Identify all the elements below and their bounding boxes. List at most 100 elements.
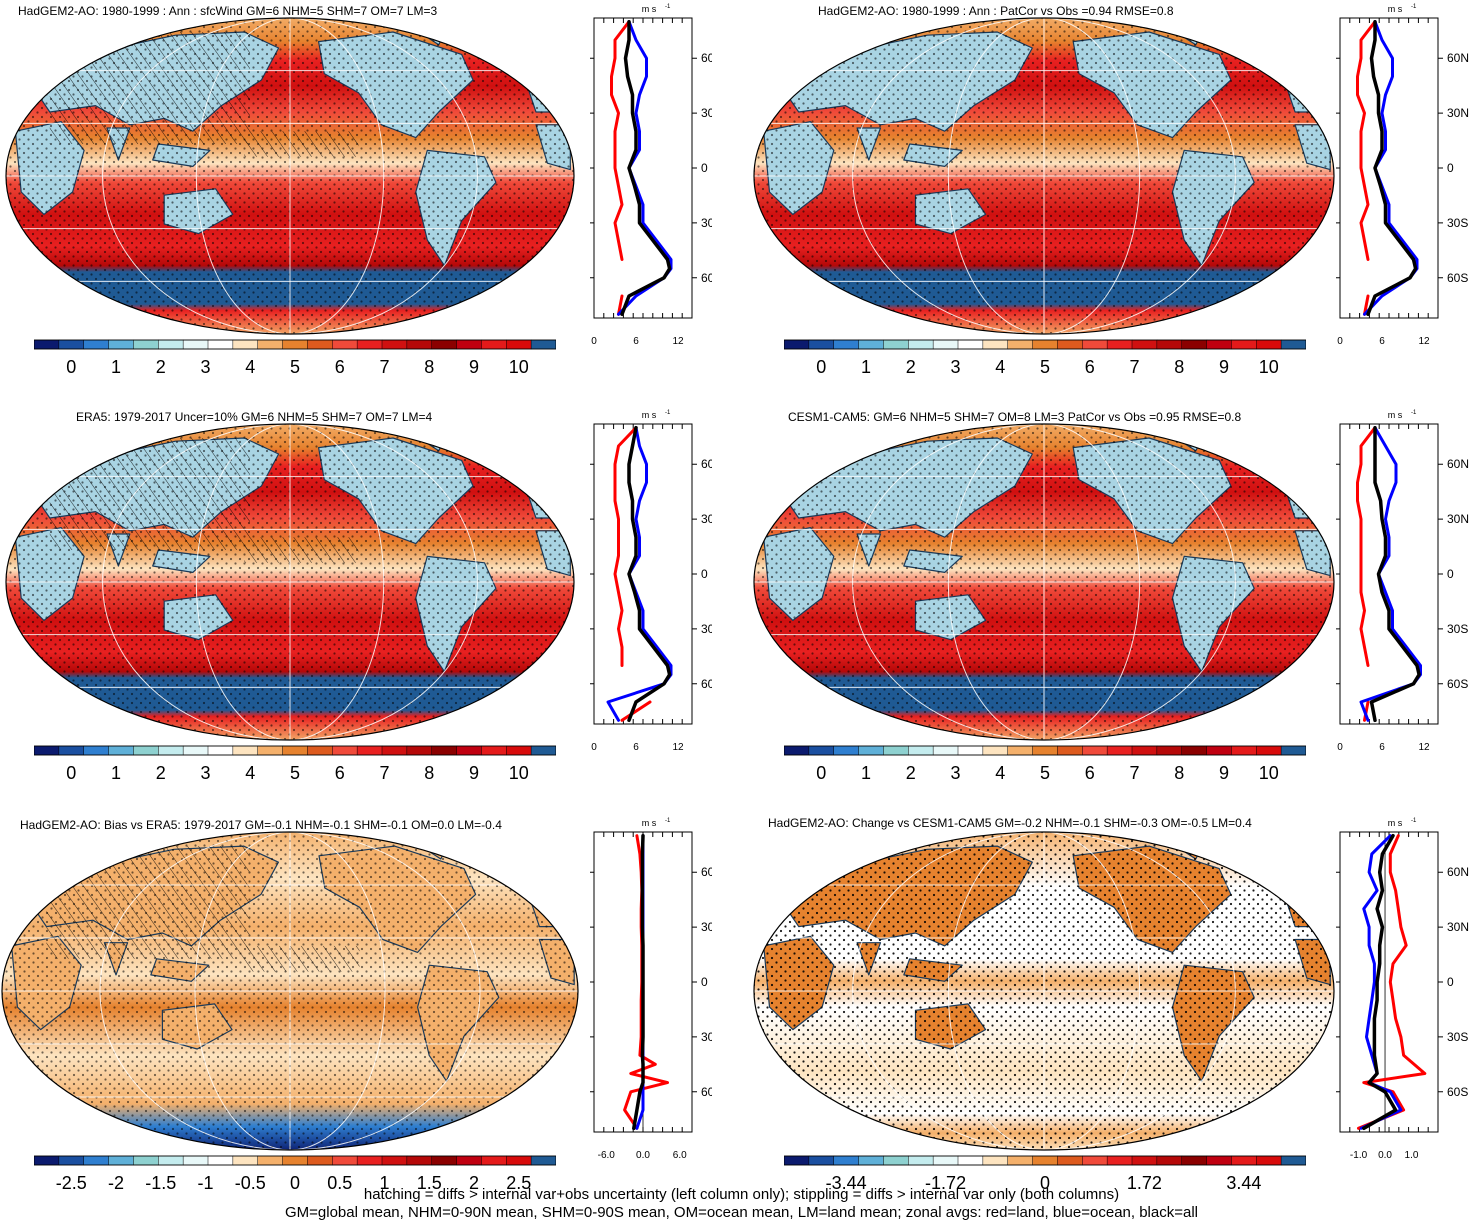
zonal-units-label: m s [642,4,657,14]
colorbar-swatch [1280,1155,1306,1166]
colorbar-swatch [282,339,309,350]
zonal-x-tick-label: 0.0 [636,1150,650,1161]
colorbar-swatch [257,339,284,350]
colorbar-swatch [1256,745,1282,756]
colorbar-swatch [908,745,934,756]
colorbar-swatch [34,745,60,756]
colorbar-swatch [332,745,358,756]
colorbar-tick-label: 5 [1040,357,1050,377]
colorbar-swatch [182,745,209,756]
colorbar-swatch [83,339,110,350]
longitude-line [289,423,385,741]
zonal-x-tick-label: 6 [1379,336,1385,347]
colorbar-swatch [1156,745,1183,756]
colorbar-swatch [808,1155,835,1166]
colorbar-frame [34,745,556,756]
zonal-y-tick-label: 30S [1447,216,1468,230]
longitude-line [102,423,291,741]
zonal-y-tick-label: 30S [701,622,712,636]
colorbar-swatch [406,339,433,350]
zonal-line-land [1356,20,1377,316]
longitude-line [947,17,1045,335]
world-map [753,423,1335,741]
colorbar-tick-label: 1 [861,763,871,783]
zonal-units-superscript: -1 [1411,410,1417,416]
colorbar-frame [34,1155,556,1166]
colorbar-swatch [1206,1155,1233,1166]
colorbar-swatch [808,745,835,756]
colorbar-swatch [307,745,334,756]
zonal-line-all [1362,833,1398,1131]
colorbar-swatch [282,745,309,756]
zonal-y-tick-label: 30N [1447,920,1469,934]
colorbar-swatch [108,339,135,350]
colorbar-swatch [481,745,508,756]
colorbar-tick-label: 9 [1219,357,1229,377]
zonal-y-tick-label: 30N [701,512,712,526]
colorbar-swatch [182,1155,209,1166]
colorbar-swatch [784,339,810,350]
colorbar-tick-label: 0 [66,357,76,377]
colorbar-swatch [34,1155,60,1166]
zonal-line-all [1366,19,1418,317]
colorbar-swatch [406,745,433,756]
colorbar-swatch [1032,745,1059,756]
colorbar-swatch [381,745,408,756]
map-border [753,423,1335,741]
colorbar-tick-label: 10 [1259,763,1279,783]
colorbar-swatch [908,1155,934,1166]
colorbar-swatch [784,745,810,756]
hatching-overlay [49,32,250,144]
zonal-units-label: m s [1388,4,1403,14]
colorbar-tick-label: 2 [469,1173,479,1193]
zonal-units-label: m s [642,818,657,828]
colorbar-swatch [858,339,885,350]
colorbar-tick-label: 2 [906,763,916,783]
colorbar-tick-label: 0 [1040,1173,1050,1193]
map-title: ERA5: 1979-2017 Uncer=10% GM=6 NHM=5 SHM… [76,410,433,424]
map-border [1,831,579,1151]
colorbar-tick-label: 0.5 [327,1173,352,1193]
colorbar-swatch [456,1155,483,1166]
longitude-line [289,17,385,335]
colorbar-tick-label: -0.5 [235,1173,266,1193]
zonal-units-label: m s [1388,818,1403,828]
longitude-line [102,17,291,335]
colorbar-tick-label: 8 [1174,763,1184,783]
colorbar-swatch [1206,339,1233,350]
colorbar-tick-label: 0 [66,763,76,783]
zonal-y-tick-label: 30N [1447,106,1469,120]
colorbar-swatch [158,745,184,756]
zonal-units-superscript: -1 [1411,4,1417,10]
world-map [5,423,575,741]
colorbar-swatch [1131,339,1158,350]
colorbar-tick-label: 0 [290,1173,300,1193]
colorbar-swatch [1280,745,1306,756]
zonal-plot-frame [593,423,693,725]
colorbar-swatch [982,339,1009,350]
zonal-x-tick-label: 0 [1337,336,1343,347]
colorbar-swatch [858,745,885,756]
colorbar-tick-label: 4 [995,763,1005,783]
colorbar-swatch [1106,1155,1133,1166]
colorbar-swatch [1082,745,1108,756]
colorbar-swatch [158,339,184,350]
zonal-line-all [620,19,672,317]
colorbar-tick-label: 2.5 [506,1173,531,1193]
zonal-x-tick-label: 0 [591,742,597,753]
colorbar-swatch [932,1155,959,1166]
longitude-line [289,17,478,335]
zonal-x-tick-label: 6 [633,742,639,753]
colorbar-swatch [108,1155,135,1166]
colorbar-tick-label: 1 [111,357,121,377]
zonal-y-tick-label: 0 [701,161,708,175]
colorbar-swatch [1231,339,1258,350]
colorbar-tick-label: 6 [335,357,345,377]
colorbar-tick-label: 1.72 [1127,1173,1162,1193]
zonal-y-tick-label: 0 [1447,975,1454,989]
zonal-x-tick-label: 0 [591,336,597,347]
zonal-y-tick-label: 60S [1447,677,1468,691]
zonal-units-superscript: -1 [665,818,671,824]
world-map [5,17,575,335]
longitude-line [195,17,291,335]
